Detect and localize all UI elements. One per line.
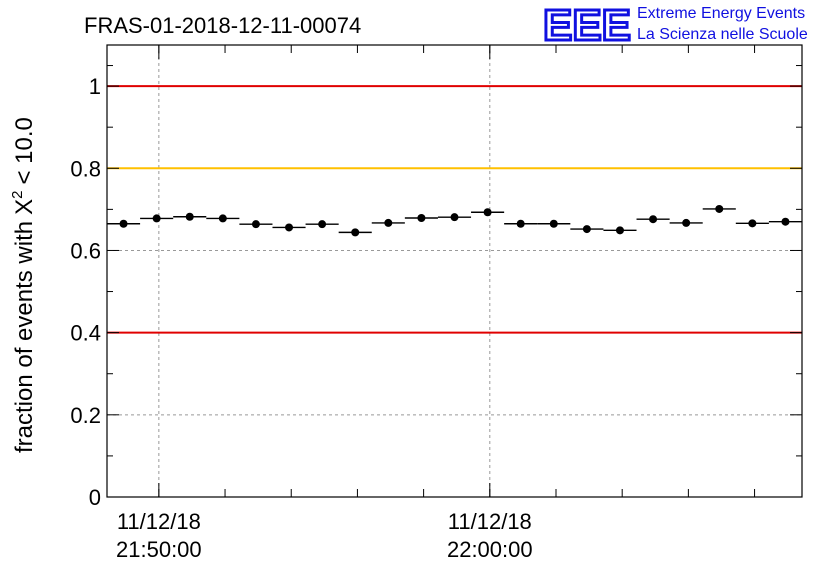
y-tick-label: 0.6 bbox=[70, 238, 101, 263]
data-point bbox=[682, 218, 691, 227]
x-tick-date-label: 11/12/18 bbox=[448, 509, 532, 534]
data-point bbox=[351, 228, 360, 237]
y-tick-label: 0 bbox=[89, 485, 101, 510]
y-tick-label: 0.2 bbox=[70, 403, 101, 428]
x-tick-date-label: 11/12/18 bbox=[117, 509, 201, 534]
data-point bbox=[715, 204, 724, 213]
data-series bbox=[107, 204, 802, 237]
y-axis-label-threshold: < 10.0 bbox=[11, 117, 38, 184]
logo-line1: Extreme Energy Events bbox=[637, 5, 805, 22]
data-point bbox=[285, 223, 294, 232]
data-point bbox=[582, 225, 591, 234]
data-point bbox=[781, 217, 790, 226]
data-point bbox=[483, 208, 492, 217]
plot-frame bbox=[106, 44, 803, 498]
eee-logo: EEE Extreme Energy Events La Scienza nel… bbox=[542, 0, 808, 52]
y-axis-label-sup: 2 bbox=[9, 191, 26, 199]
chart-title: FRAS-01-2018-12-11-00074 bbox=[84, 13, 361, 38]
y-tick-label: 0.4 bbox=[70, 321, 101, 346]
data-point bbox=[748, 219, 757, 228]
y-axis-label-text: fraction of events with bbox=[11, 221, 38, 453]
data-point bbox=[549, 219, 558, 228]
data-point bbox=[384, 218, 393, 227]
y-tick-label: 1 bbox=[89, 74, 101, 99]
data-point bbox=[450, 213, 459, 222]
data-point bbox=[516, 219, 525, 228]
data-point bbox=[251, 220, 260, 229]
grid bbox=[107, 45, 802, 497]
axes: 0 0.2 0.4 0.6 0.8 1 11/12/18 21:50:00 11/12/18 22… bbox=[70, 45, 802, 562]
reference-lines bbox=[107, 85, 802, 334]
logo-mark: EEE bbox=[543, 1, 631, 50]
data-point bbox=[152, 214, 161, 223]
data-point bbox=[615, 226, 624, 235]
y-axis-label-symbol: X bbox=[11, 199, 38, 215]
x-tick-time-label: 22:00:00 bbox=[447, 537, 533, 562]
data-point bbox=[649, 215, 658, 224]
data-point bbox=[185, 212, 194, 221]
data-point bbox=[318, 220, 327, 229]
x-tick-time-label: 21:50:00 bbox=[116, 537, 202, 562]
y-tick-label: 0.8 bbox=[70, 156, 101, 181]
data-point bbox=[218, 214, 227, 223]
logo-line2: La Scienza nelle Scuole bbox=[637, 26, 808, 43]
y-axis-label: fraction of events with X2 < 10.0 bbox=[9, 117, 38, 453]
data-point bbox=[417, 213, 426, 222]
data-point bbox=[119, 219, 128, 228]
